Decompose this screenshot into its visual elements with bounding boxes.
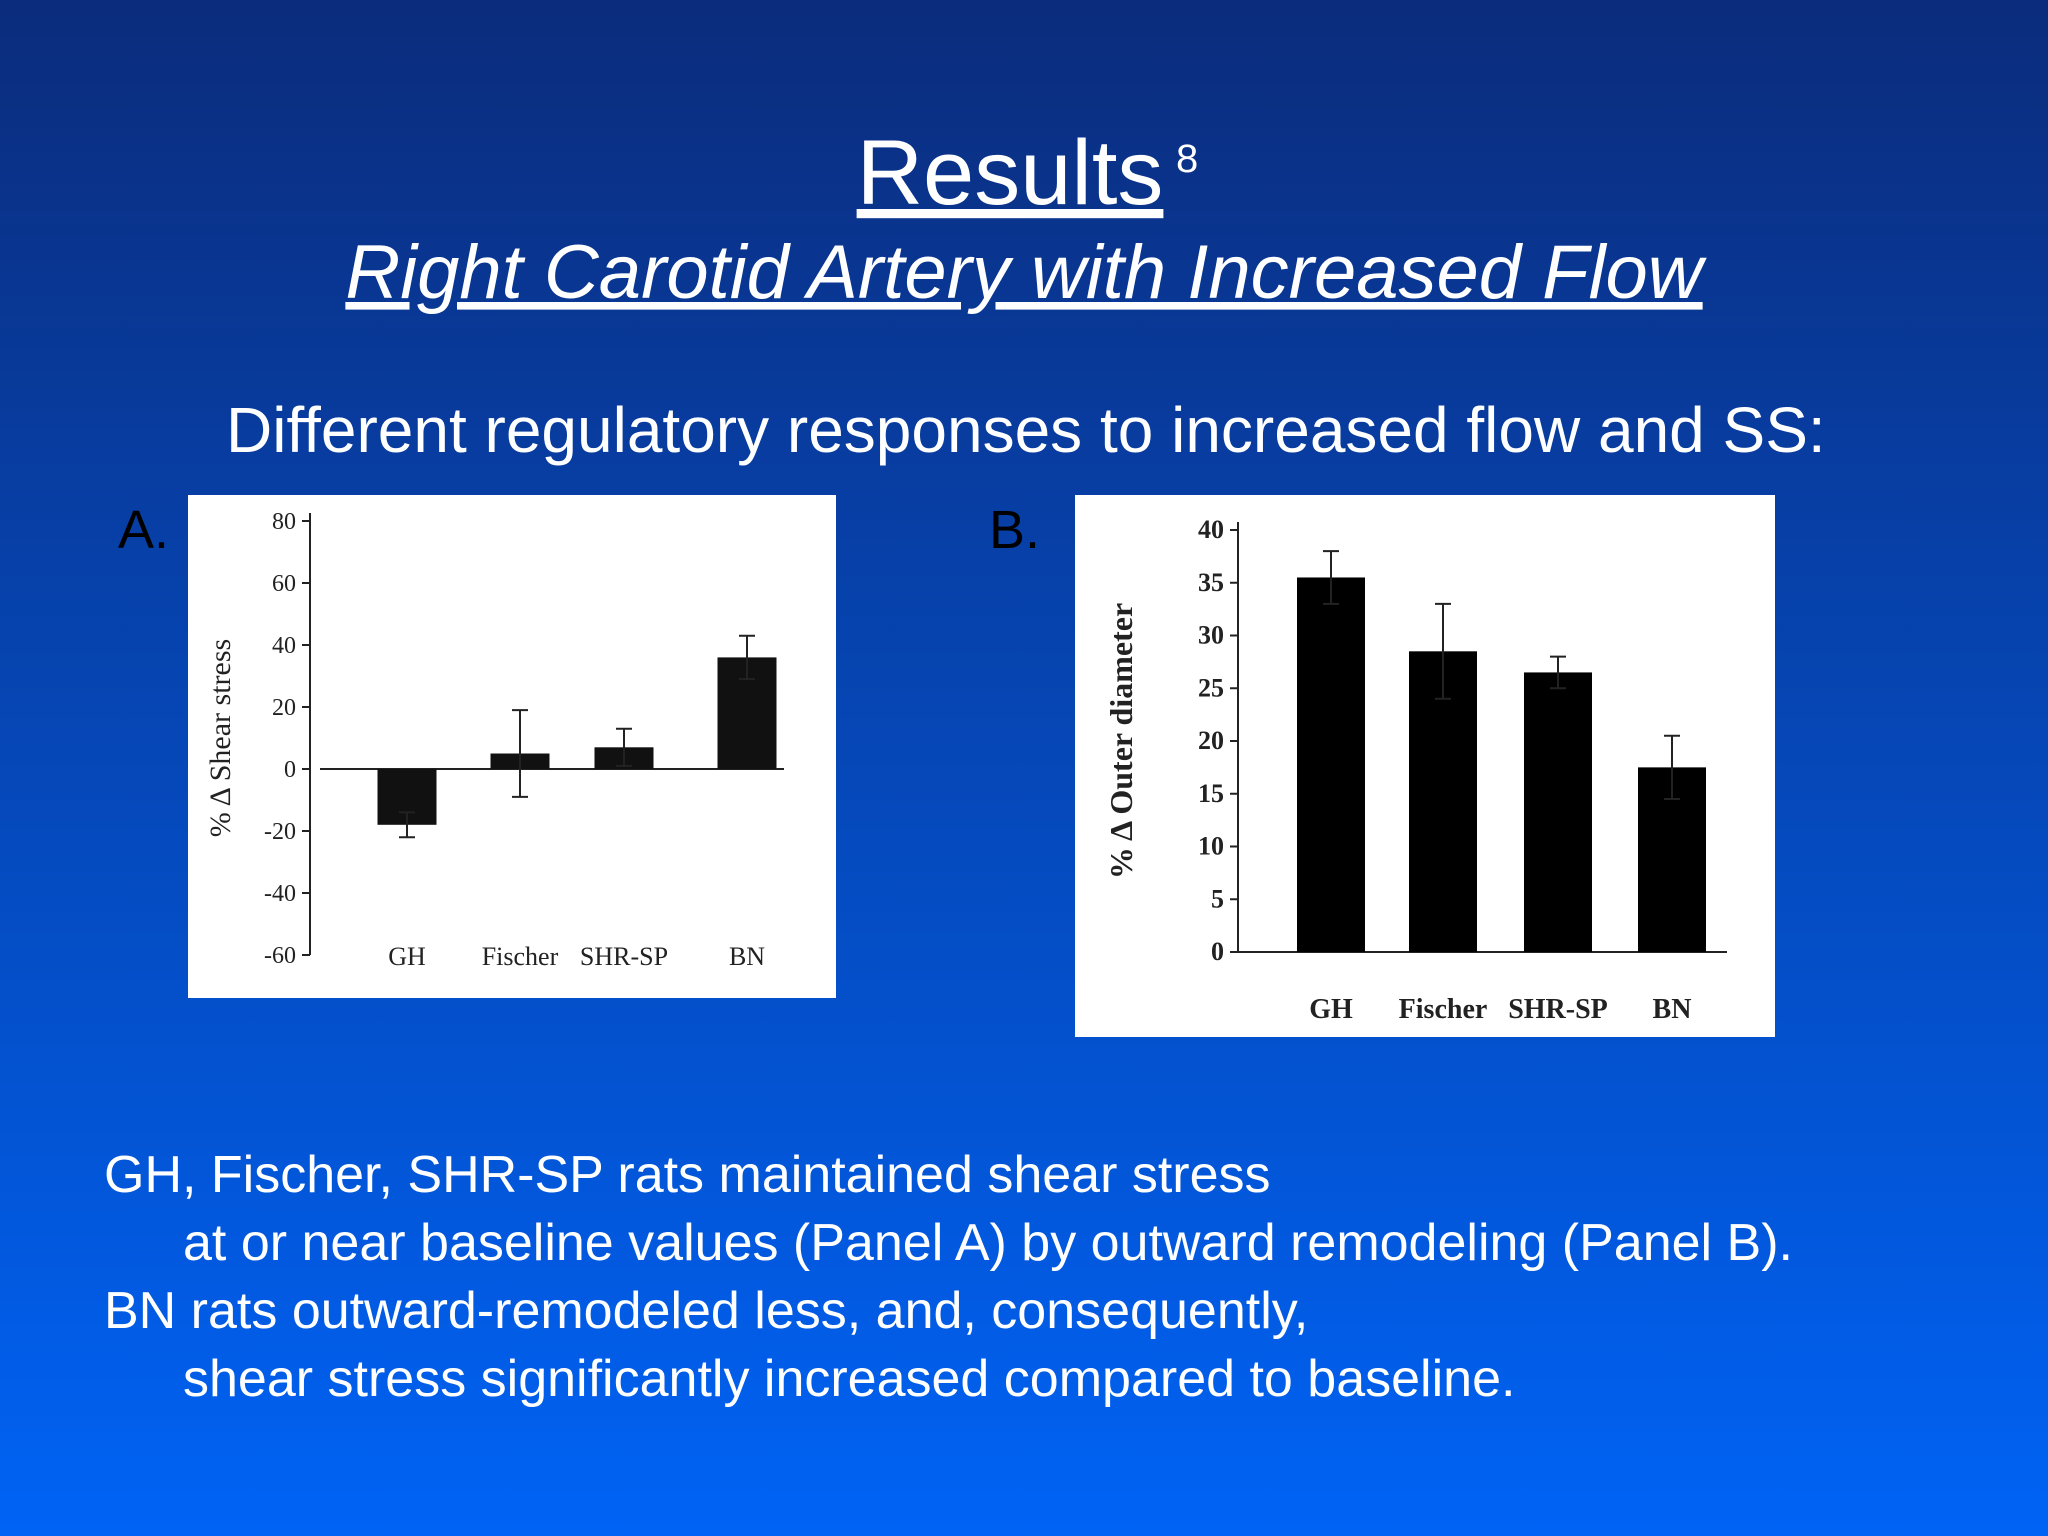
y-tick-label: 80 [272,509,296,535]
y-tick-label: 40 [1198,515,1224,544]
y-tick-label: 20 [272,695,296,721]
bar [1524,672,1592,952]
error-bar [1323,550,1339,605]
y-tick-label: 40 [272,633,296,659]
body-line: at or near baseline values (Panel A) by … [183,1214,1793,1272]
error-bar [739,634,755,681]
y-tick-label: 15 [1198,779,1224,808]
y-tick-label: 60 [272,571,296,597]
title-ref: 8 [1176,137,1198,181]
y-axis-label: % Δ Outer diameter [1103,603,1139,879]
error-bar [1664,734,1680,801]
y-tick-label: 25 [1198,673,1224,702]
y-tick-label: -20 [264,819,296,845]
bar [1297,577,1365,952]
y-tick-label: -60 [264,943,296,969]
error-bar [1550,655,1566,690]
panel-label: A. [118,500,169,560]
y-tick-label: 35 [1198,568,1224,597]
x-tick-label: Fischer [482,942,559,971]
heading: Different regulatory responses to increa… [226,394,1826,466]
error-bar [512,709,528,798]
x-tick-label: GH [1309,994,1353,1025]
error-bar [616,727,632,767]
y-tick-label: -40 [264,881,296,907]
error-bar [1435,602,1451,700]
x-tick-label: SHR-SP [580,942,668,971]
x-tick-label: BN [1653,994,1692,1025]
y-tick-label: 10 [1198,832,1224,861]
x-tick-label: BN [729,942,765,971]
y-tick-label: 30 [1198,621,1224,650]
y-axis-label: % Δ Shear stress [204,639,237,837]
body-line: shear stress significantly increased com… [183,1350,1515,1408]
bar [1409,651,1477,952]
title: Results [857,122,1164,224]
y-tick-label: 20 [1198,726,1224,755]
subtitle: Right Carotid Artery with Increased Flow [345,230,1706,315]
body-line: GH, Fischer, SHR-SP rats maintained shea… [104,1146,1271,1204]
x-tick-label: SHR-SP [1508,994,1608,1025]
error-bar [399,811,415,839]
y-tick-label: 5 [1211,884,1224,913]
y-tick-label: 0 [1211,937,1224,966]
x-tick-label: Fischer [1399,994,1488,1025]
body-line: BN rats outward-remodeled less, and, con… [104,1282,1308,1340]
panel-label: B. [989,500,1040,560]
y-tick-label: 0 [284,757,296,783]
x-tick-label: GH [388,942,426,971]
